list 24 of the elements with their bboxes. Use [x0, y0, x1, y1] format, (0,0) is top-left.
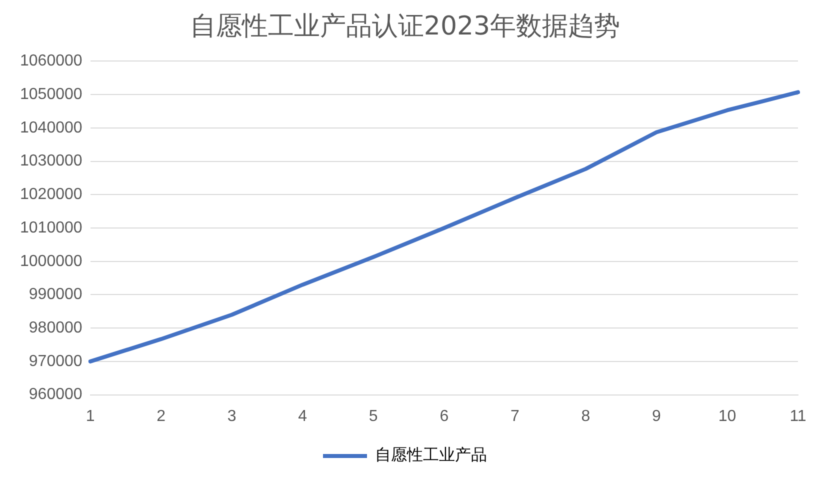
- x-tick-label: 6: [440, 408, 449, 425]
- y-tick-label: 1030000: [20, 152, 82, 170]
- y-tick-label: 960000: [28, 386, 82, 404]
- x-tick-label: 2: [156, 408, 166, 425]
- y-tick-label: 1020000: [20, 186, 82, 204]
- x-tick-label: 1: [86, 408, 95, 425]
- chart-title: 自愿性工业产品认证2023年数据趋势: [190, 11, 620, 42]
- x-tick-label: 7: [510, 408, 520, 425]
- y-tick-label: 1060000: [20, 52, 82, 70]
- x-tick-label: 10: [718, 408, 736, 425]
- y-tick-label: 1010000: [20, 219, 82, 236]
- y-tick-label: 1050000: [20, 86, 82, 103]
- x-tick-label: 9: [652, 408, 662, 425]
- x-tick-label: 8: [581, 408, 590, 425]
- y-tick-label: 990000: [28, 286, 82, 304]
- y-tick-label: 980000: [28, 319, 82, 336]
- x-tick-label: 11: [790, 408, 806, 425]
- x-tick-label: 4: [298, 408, 308, 425]
- y-tick-label: 970000: [28, 352, 82, 370]
- x-tick-label: 5: [368, 408, 378, 425]
- legend-label: 自愿性工业产品: [375, 445, 487, 464]
- x-tick-label: 3: [227, 408, 236, 425]
- y-tick-label: 1000000: [20, 252, 82, 270]
- y-tick-label: 1040000: [20, 119, 82, 136]
